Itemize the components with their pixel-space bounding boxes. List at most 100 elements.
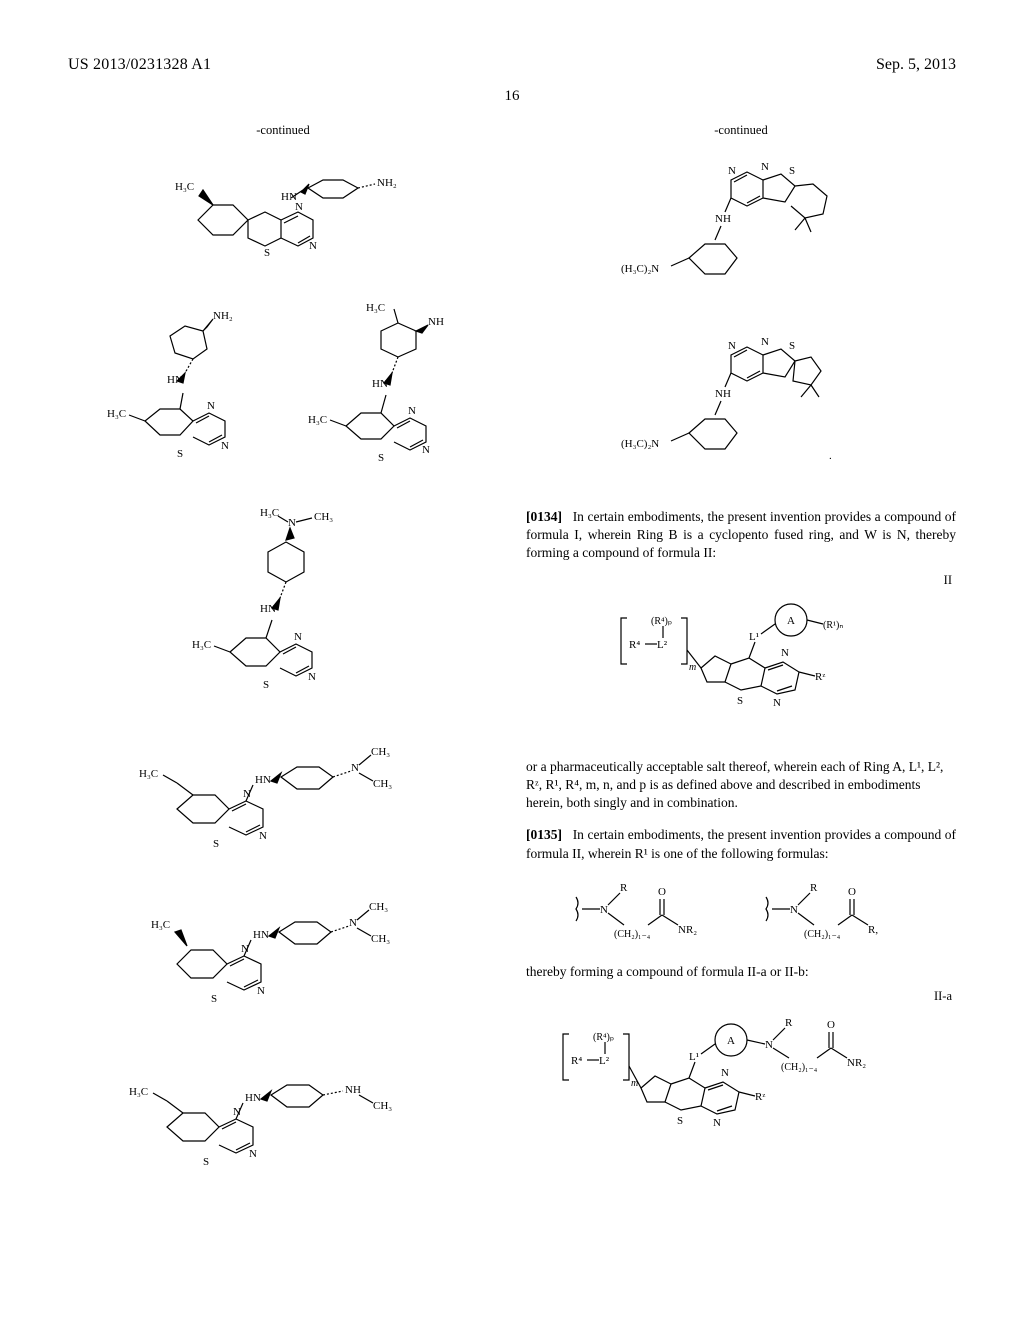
- label-ch3: CH₃: [314, 511, 333, 523]
- frag-o: O: [658, 886, 666, 898]
- formula-II-structure: m R⁴ L² (R⁴)ₚ S N N: [526, 594, 956, 744]
- label-n: N: [721, 1067, 729, 1079]
- label-hn: HN: [255, 774, 271, 786]
- label-n: N: [728, 165, 736, 177]
- label-ch3: CH₃: [371, 933, 390, 945]
- sym-a: A: [727, 1035, 735, 1047]
- label-n: N: [288, 517, 296, 529]
- label-s: S: [378, 452, 384, 464]
- label-hn: HN: [253, 929, 269, 941]
- label-n: N: [422, 444, 430, 456]
- continued-label-right: -continued: [526, 123, 956, 138]
- patent-page: US 2013/0231328 A1 Sep. 5, 2013 16 -cont…: [0, 0, 1024, 1320]
- label-n: N: [308, 671, 316, 683]
- label-n: N: [761, 161, 769, 173]
- label-s: S: [677, 1115, 683, 1127]
- paragraph-0134: [0134] In certain embodiments, the prese…: [526, 508, 956, 563]
- label-s: S: [264, 247, 270, 259]
- label-nh: NH: [345, 1084, 361, 1096]
- label-n: N: [349, 917, 357, 929]
- text-after-II: or a pharmaceutically acceptable salt th…: [526, 758, 956, 813]
- label-s: S: [263, 679, 269, 691]
- sym-r4: R⁴: [629, 639, 640, 651]
- struct-2b-svg: H₃C NH HN H₃C S N: [286, 301, 481, 496]
- label-hn: HN: [245, 1092, 261, 1104]
- sym-m: m: [689, 662, 696, 673]
- frag-r: R: [620, 882, 628, 894]
- label-ch3: CH₃: [369, 901, 388, 913]
- label-h3c: H₃C: [139, 768, 158, 780]
- label-hn: HN: [372, 378, 388, 390]
- para-ref-0135: [0135]: [526, 827, 562, 842]
- label-hn: HN: [281, 191, 297, 203]
- page-number: 16: [68, 88, 956, 105]
- label-ch3: CH₃: [371, 746, 390, 758]
- label-hn: HN: [260, 603, 276, 615]
- chem-structure-5: H₃C S N N HN N: [68, 896, 498, 1041]
- label-nh2: NH₂: [377, 177, 397, 189]
- text-after-frags: thereby forming a compound of formula II…: [526, 963, 956, 981]
- struct-2a-svg: NH₂ HN H₃C S N N: [85, 301, 280, 496]
- sym-nr2: NR₂: [847, 1057, 866, 1069]
- para-ref-0134: [0134]: [526, 509, 562, 524]
- sym-ch2: (CH₂)₁₋₄: [781, 1062, 818, 1073]
- label-s: S: [211, 993, 217, 1005]
- sym-a: A: [787, 615, 795, 627]
- label-n: N: [257, 985, 265, 997]
- sym-o: O: [827, 1019, 835, 1031]
- publication-number: US 2013/0231328 A1: [68, 56, 211, 74]
- label-n: N: [259, 830, 267, 842]
- sym-l2: L²: [599, 1055, 610, 1067]
- sym-l1: L¹: [689, 1051, 699, 1063]
- struct-6-svg: H₃C S N N HN: [123, 1053, 443, 1198]
- struct-3-svg: H₃C N CH₃ HN: [168, 502, 398, 727]
- frag-nr2: NR₂: [678, 924, 697, 936]
- chem-structure-4: H₃C S N N HN: [68, 739, 498, 884]
- struct-1-svg: H₃C S N N HN: [153, 150, 413, 295]
- label-h3c: H₃C: [151, 919, 170, 931]
- label-h3c: H₃C: [107, 408, 126, 420]
- paragraph-0135: [0135] In certain embodiments, the prese…: [526, 826, 956, 862]
- para-text-0134: In certain embodiments, the present inve…: [526, 509, 956, 560]
- frag-r: R: [810, 882, 818, 894]
- label-n: N: [761, 336, 769, 348]
- page-header: US 2013/0231328 A1 Sep. 5, 2013: [68, 56, 956, 74]
- sym-l2: L²: [657, 639, 668, 651]
- svg-text:.: .: [829, 450, 832, 462]
- label-n: N: [713, 1117, 721, 1129]
- label-n: N: [773, 697, 781, 709]
- label-nh: NH: [428, 316, 444, 328]
- struct-r1-svg: N N S NH (H₃C)₂N: [611, 150, 871, 315]
- label-n: N: [207, 400, 215, 412]
- label-nh: NH: [715, 213, 731, 225]
- sym-l1: L¹: [749, 631, 759, 643]
- label-ch3: CH₃: [373, 778, 392, 790]
- frag-tail: R,: [868, 924, 878, 936]
- sym-r4: R⁴: [571, 1055, 582, 1067]
- publication-date: Sep. 5, 2013: [876, 56, 956, 74]
- label-n: N: [221, 440, 229, 452]
- para-text-0135: In certain embodiments, the present inve…: [526, 827, 956, 860]
- frag-o: O: [848, 886, 856, 898]
- label-h3c2n: (H₃C)₂N: [621, 263, 659, 275]
- fragment-2-svg: N R (CH₂)₁₋₄ O R,: [756, 877, 916, 947]
- fragment-row: N R (CH₂)₁₋₄ O NR₂: [526, 877, 956, 947]
- label-s: S: [203, 1156, 209, 1168]
- label-s: S: [177, 448, 183, 460]
- label-n: N: [408, 405, 416, 417]
- chem-structure-6: H₃C S N N HN: [68, 1053, 498, 1198]
- label-h3c: H₃C: [260, 507, 279, 519]
- fragment-1-svg: N R (CH₂)₁₋₄ O NR₂: [566, 877, 726, 947]
- label-nh: NH: [715, 388, 731, 400]
- label-n: N: [249, 1148, 257, 1160]
- formula-II-svg: m R⁴ L² (R⁴)ₚ S N N: [591, 594, 891, 744]
- frag-ch2: (CH₂)₁₋₄: [614, 929, 651, 940]
- label-ch3: CH₃: [373, 1100, 392, 1112]
- struct-r2-svg: N N S NH (H₃C)₂N .: [611, 327, 871, 492]
- label-h3c: H₃C: [192, 639, 211, 651]
- label-s: S: [789, 165, 795, 177]
- label-n: N: [294, 631, 302, 643]
- chem-structure-r1: N N S NH (H₃C)₂N: [526, 150, 956, 315]
- label-h3c2n: (H₃C)₂N: [621, 438, 659, 450]
- two-column-layout: -continued H₃C: [68, 123, 956, 1227]
